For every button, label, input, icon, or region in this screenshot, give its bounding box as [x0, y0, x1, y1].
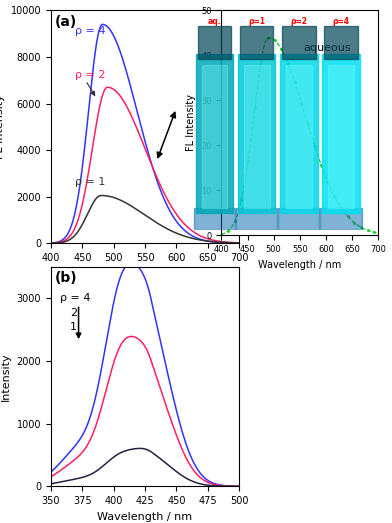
Bar: [240, 26, 274, 59]
Y-axis label: FL Intensity: FL Intensity: [0, 95, 5, 159]
Y-axis label: Intensity: Intensity: [1, 353, 11, 401]
Bar: [238, 54, 275, 212]
Text: ρ=4: ρ=4: [332, 17, 350, 26]
X-axis label: Wavelength / nm: Wavelength / nm: [258, 259, 341, 270]
Bar: [282, 26, 316, 59]
Bar: [202, 65, 227, 208]
Y-axis label: FL Intensity: FL Intensity: [185, 95, 196, 151]
Text: ρ = 4: ρ = 4: [60, 293, 90, 303]
Text: ρ = 4: ρ = 4: [75, 26, 105, 36]
Bar: [278, 208, 319, 230]
Bar: [280, 54, 318, 212]
Bar: [320, 208, 361, 230]
Bar: [324, 26, 358, 59]
Text: ρ=1: ρ=1: [248, 17, 265, 26]
Text: (b): (b): [55, 271, 77, 285]
Text: (a): (a): [55, 15, 77, 29]
Text: aqueous: aqueous: [303, 43, 350, 53]
Bar: [194, 208, 235, 230]
Text: 2: 2: [70, 308, 77, 317]
Text: ρ = 2: ρ = 2: [75, 70, 105, 80]
Bar: [244, 65, 270, 208]
Bar: [328, 65, 354, 208]
Bar: [322, 54, 359, 212]
Text: ρ = 1: ρ = 1: [75, 177, 105, 187]
Bar: [198, 26, 231, 59]
Text: ρ=2: ρ=2: [290, 17, 307, 26]
Text: 1: 1: [70, 322, 77, 332]
X-axis label: Wavelength / nm: Wavelength / nm: [98, 511, 192, 521]
X-axis label: Wavelength / nm: Wavelength / nm: [98, 268, 192, 278]
Bar: [286, 65, 312, 208]
Text: aq.: aq.: [208, 17, 221, 26]
Bar: [236, 208, 277, 230]
Bar: [196, 54, 233, 212]
